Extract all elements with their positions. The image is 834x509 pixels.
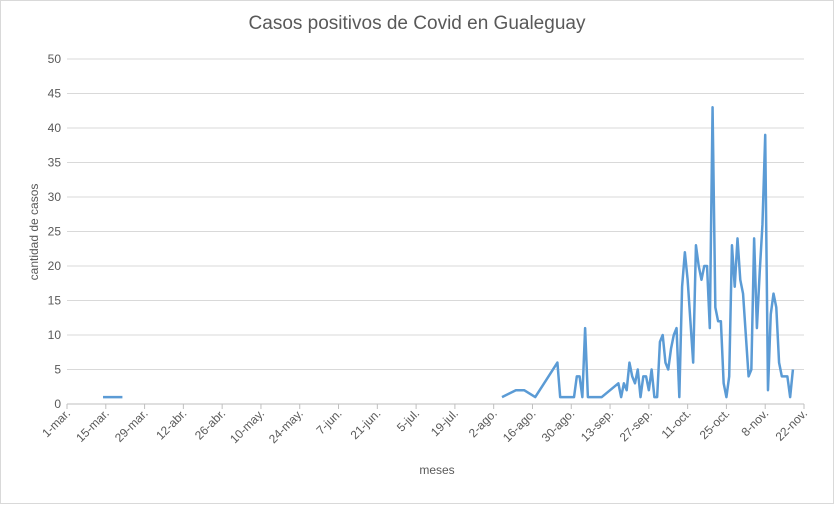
x-axis-label: meses — [419, 463, 454, 477]
y-tick-label: 15 — [48, 294, 62, 308]
y-tick-label: 20 — [48, 259, 62, 273]
y-tick-label: 45 — [48, 87, 62, 101]
y-tick-label: 40 — [48, 121, 62, 135]
y-axis-label: cantidad de casos — [27, 184, 41, 281]
y-tick-label: 0 — [54, 397, 61, 411]
y-tick-label: 30 — [48, 190, 62, 204]
y-tick-label: 35 — [48, 156, 62, 170]
y-tick-label: 25 — [48, 225, 62, 239]
chart-title: Casos positivos de Covid en Gualeguay — [249, 13, 586, 34]
y-tick-label: 10 — [48, 328, 62, 342]
y-tick-label: 50 — [48, 52, 62, 66]
data-line — [103, 106, 795, 399]
y-tick-label: 5 — [54, 363, 61, 377]
